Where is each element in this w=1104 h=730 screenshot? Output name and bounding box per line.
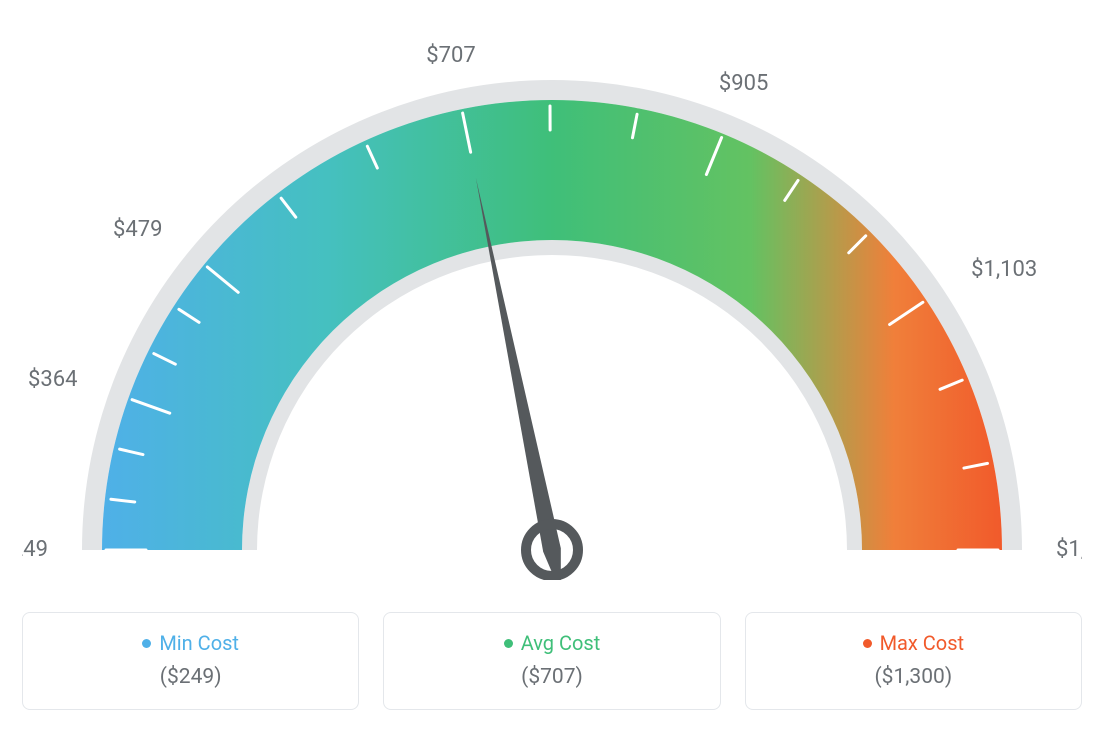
gauge-tick-label: $249 (22, 537, 48, 562)
gauge-tick-label: $905 (719, 71, 768, 96)
gauge-svg: $249 $364 $479 $707 $905 $1,103 $1,300 (22, 20, 1082, 580)
legend-card-avg: Avg Cost ($707) (383, 612, 720, 710)
legend-value-max: ($1,300) (766, 665, 1061, 689)
gauge-tick-label: $1,103 (971, 257, 1037, 282)
gauge-tick-label: $707 (426, 43, 475, 68)
legend-title-text: Min Cost (159, 631, 239, 655)
legend-card-max: Max Cost ($1,300) (745, 612, 1082, 710)
cost-gauge-chart: $249 $364 $479 $707 $905 $1,103 $1,300 (22, 20, 1082, 584)
legend-title-min: Min Cost (142, 631, 239, 655)
gauge-tick-label: $364 (28, 367, 77, 392)
legend-title-text: Avg Cost (521, 631, 601, 655)
legend-dot-icon (142, 639, 151, 648)
legend-value-min: ($249) (43, 665, 338, 689)
legend-title-avg: Avg Cost (504, 631, 601, 655)
gauge-tick-label: $479 (113, 217, 162, 242)
legend-card-min: Min Cost ($249) (22, 612, 359, 710)
legend-title-max: Max Cost (863, 631, 965, 655)
legend-title-text: Max Cost (880, 631, 965, 655)
legend-dot-icon (863, 639, 872, 648)
legend-row: Min Cost ($249) Avg Cost ($707) Max Cost… (22, 612, 1082, 710)
legend-dot-icon (504, 639, 513, 648)
legend-value-avg: ($707) (404, 665, 699, 689)
gauge-tick-label: $1,300 (1056, 537, 1082, 562)
